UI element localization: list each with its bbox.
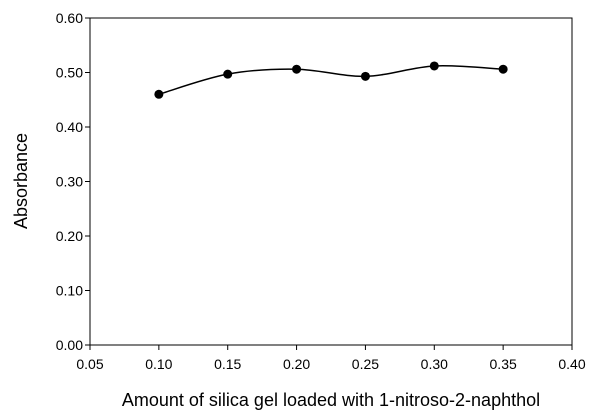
y-tick-label: 0.60 (56, 10, 83, 26)
x-tick-label: 0.20 (283, 356, 310, 372)
data-point (223, 70, 232, 79)
y-axis-label: Absorbance (11, 133, 31, 229)
y-tick-label: 0.10 (56, 283, 83, 299)
x-axis-ticks: 0.05 0.10 0.15 0.20 0.25 0.30 0.35 0.40 (76, 345, 585, 372)
x-tick-label: 0.10 (145, 356, 172, 372)
data-point (292, 65, 301, 74)
y-tick-label: 0.30 (56, 174, 83, 190)
x-tick-label: 0.15 (214, 356, 241, 372)
y-tick-label: 0.50 (56, 65, 83, 81)
y-tick-label: 0.00 (56, 337, 83, 353)
data-point (430, 61, 439, 70)
y-tick-label: 0.20 (56, 228, 83, 244)
y-axis-ticks: 0.00 0.10 0.20 0.30 0.40 0.50 0.60 (56, 10, 90, 353)
x-tick-label: 0.05 (76, 356, 103, 372)
data-point (361, 72, 370, 81)
x-tick-label: 0.30 (421, 356, 448, 372)
series-line (159, 66, 503, 95)
x-tick-label: 0.35 (490, 356, 517, 372)
x-tick-label: 0.25 (352, 356, 379, 372)
x-axis-label: Amount of silica gel loaded with 1-nitro… (122, 390, 540, 410)
x-tick-label: 0.40 (558, 356, 585, 372)
y-tick-label: 0.40 (56, 119, 83, 135)
data-point (499, 65, 508, 74)
data-point (154, 90, 163, 99)
data-series (154, 61, 507, 98)
